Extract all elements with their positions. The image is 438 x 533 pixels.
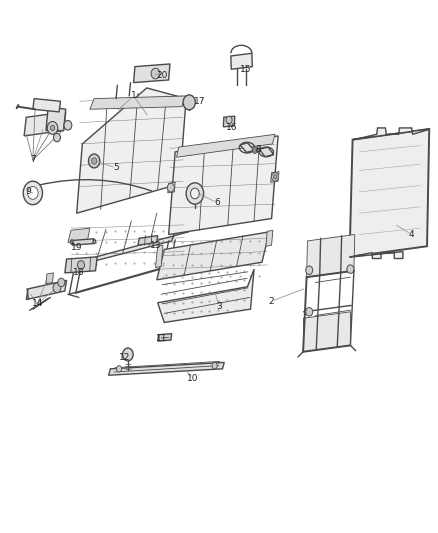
Polygon shape: [46, 273, 53, 284]
Circle shape: [306, 308, 313, 316]
Circle shape: [58, 278, 65, 287]
Circle shape: [167, 183, 174, 192]
Polygon shape: [304, 312, 350, 352]
Text: 6: 6: [214, 198, 220, 207]
Circle shape: [64, 120, 72, 130]
Circle shape: [347, 265, 354, 273]
Circle shape: [252, 147, 258, 154]
Polygon shape: [231, 53, 252, 69]
Polygon shape: [33, 99, 60, 112]
Circle shape: [53, 133, 60, 142]
Polygon shape: [138, 236, 158, 245]
Text: 14: 14: [32, 300, 43, 308]
Polygon shape: [46, 107, 66, 131]
Polygon shape: [68, 228, 90, 243]
Polygon shape: [240, 143, 254, 152]
Polygon shape: [155, 245, 163, 268]
Polygon shape: [350, 129, 429, 257]
Polygon shape: [69, 208, 188, 268]
Circle shape: [273, 175, 277, 179]
Text: 20: 20: [156, 71, 168, 80]
Circle shape: [117, 366, 122, 372]
Circle shape: [78, 261, 85, 269]
Text: 18: 18: [73, 269, 85, 277]
Text: 7: 7: [30, 156, 36, 164]
Polygon shape: [158, 334, 172, 341]
Circle shape: [212, 362, 217, 369]
Text: 8: 8: [255, 145, 261, 154]
Polygon shape: [158, 269, 254, 322]
Polygon shape: [169, 136, 278, 235]
Polygon shape: [271, 172, 279, 182]
Circle shape: [186, 183, 204, 204]
Polygon shape: [168, 182, 175, 193]
Text: 5: 5: [113, 164, 119, 172]
Text: 1: 1: [131, 92, 137, 100]
Text: 10: 10: [187, 374, 198, 383]
Text: 4: 4: [409, 230, 414, 239]
Circle shape: [191, 188, 199, 199]
Polygon shape: [26, 280, 67, 300]
Text: 13: 13: [150, 241, 161, 249]
Text: 17: 17: [194, 97, 205, 106]
Text: 11: 11: [156, 334, 168, 343]
Polygon shape: [177, 134, 275, 157]
Circle shape: [23, 181, 42, 205]
Circle shape: [226, 116, 232, 124]
Circle shape: [151, 68, 160, 79]
Polygon shape: [90, 96, 186, 109]
Circle shape: [183, 95, 195, 110]
Polygon shape: [259, 147, 274, 157]
Circle shape: [272, 173, 279, 181]
Polygon shape: [65, 257, 97, 273]
Circle shape: [123, 348, 133, 361]
Polygon shape: [72, 239, 94, 245]
Polygon shape: [77, 88, 186, 213]
Polygon shape: [157, 232, 269, 280]
Circle shape: [92, 158, 97, 164]
Text: 3: 3: [216, 302, 222, 311]
Text: 15: 15: [240, 65, 251, 74]
Circle shape: [47, 122, 58, 134]
Polygon shape: [353, 128, 429, 140]
Text: 2: 2: [269, 297, 274, 305]
Polygon shape: [307, 235, 355, 277]
Circle shape: [256, 148, 260, 152]
Circle shape: [50, 125, 55, 131]
Polygon shape: [134, 64, 170, 83]
Circle shape: [28, 187, 38, 199]
Text: 16: 16: [226, 124, 238, 132]
Polygon shape: [266, 230, 273, 246]
Text: 19: 19: [71, 244, 82, 252]
Circle shape: [306, 266, 313, 274]
Polygon shape: [350, 252, 403, 259]
Text: 9: 9: [25, 188, 32, 196]
Polygon shape: [223, 116, 235, 127]
Text: 12: 12: [119, 353, 131, 361]
Circle shape: [88, 154, 100, 168]
Polygon shape: [24, 112, 66, 136]
Polygon shape: [109, 362, 224, 375]
Circle shape: [53, 283, 61, 293]
